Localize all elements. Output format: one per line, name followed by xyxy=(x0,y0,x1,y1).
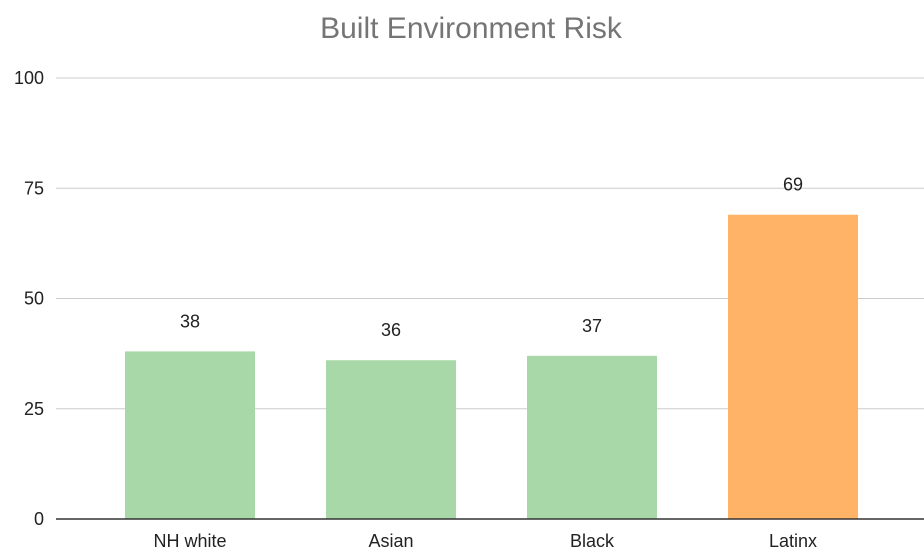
y-tick-label: 75 xyxy=(24,178,44,198)
data-label: 69 xyxy=(783,175,803,195)
y-axis-tick-labels: 0 25 50 75 100 xyxy=(14,68,44,529)
chart-title: Built Environment Risk xyxy=(320,12,623,45)
x-axis-category-labels: NH white Asian Black Latinx xyxy=(153,531,817,551)
bars xyxy=(125,214,858,519)
bar xyxy=(527,355,657,519)
bar xyxy=(125,351,255,519)
x-tick-label: Latinx xyxy=(769,531,817,551)
data-labels: 38 36 37 69 xyxy=(180,175,803,341)
y-tick-label: 25 xyxy=(24,399,44,419)
x-tick-label: NH white xyxy=(153,531,226,551)
data-label: 38 xyxy=(180,311,200,331)
data-label: 36 xyxy=(381,320,401,340)
x-tick-label: Black xyxy=(570,531,615,551)
bar xyxy=(728,214,858,519)
y-tick-label: 100 xyxy=(14,68,44,88)
x-tick-label: Asian xyxy=(368,531,413,551)
bar xyxy=(326,360,456,519)
y-tick-label: 50 xyxy=(24,289,44,309)
data-label: 37 xyxy=(582,316,602,336)
y-tick-label: 0 xyxy=(34,509,44,529)
